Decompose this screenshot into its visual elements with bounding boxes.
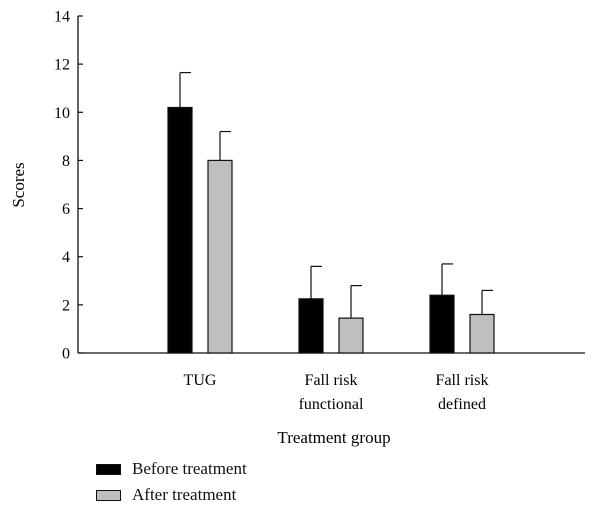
y-tick-label: 4 bbox=[62, 249, 70, 266]
x-tick-label: functional bbox=[299, 396, 364, 413]
y-tick-label: 10 bbox=[54, 105, 70, 122]
bar bbox=[207, 159, 233, 354]
x-axis: TUG Fall risk functional Fall risk defined bbox=[78, 352, 585, 413]
legend-item-before: Before treatment bbox=[96, 456, 247, 482]
y-axis: 0 2 4 6 8 10 12 14 bbox=[54, 9, 83, 363]
legend-swatch-before bbox=[96, 463, 121, 475]
bar bbox=[338, 317, 364, 354]
legend-label-after: After treatment bbox=[132, 485, 237, 504]
y-tick-label: 14 bbox=[54, 9, 70, 26]
bar bbox=[298, 298, 324, 354]
y-tick-label: 2 bbox=[62, 297, 70, 314]
x-axis-title: Treatment group bbox=[277, 428, 390, 447]
bar-chart: 0 2 4 6 8 10 12 14 TUG Fall risk functional Fall r… bbox=[9, 9, 585, 447]
bar bbox=[429, 294, 455, 354]
y-tick-label: 0 bbox=[62, 346, 70, 363]
bar bbox=[167, 106, 193, 354]
legend: Before treatment After treatment bbox=[96, 456, 247, 508]
x-tick-label: Fall risk bbox=[436, 372, 489, 389]
y-tick-label: 6 bbox=[62, 201, 70, 218]
bars bbox=[167, 71, 495, 354]
legend-swatch-after bbox=[96, 489, 121, 501]
x-tick-label: TUG bbox=[184, 372, 217, 389]
legend-item-after: After treatment bbox=[96, 482, 247, 508]
x-tick-label: Fall risk bbox=[305, 372, 358, 389]
bar bbox=[469, 313, 495, 354]
y-tick-label: 12 bbox=[54, 57, 70, 74]
legend-label-before: Before treatment bbox=[132, 459, 247, 478]
y-axis-title: Scores bbox=[9, 162, 28, 207]
x-tick-label: defined bbox=[438, 396, 486, 413]
y-tick-label: 8 bbox=[62, 153, 70, 170]
